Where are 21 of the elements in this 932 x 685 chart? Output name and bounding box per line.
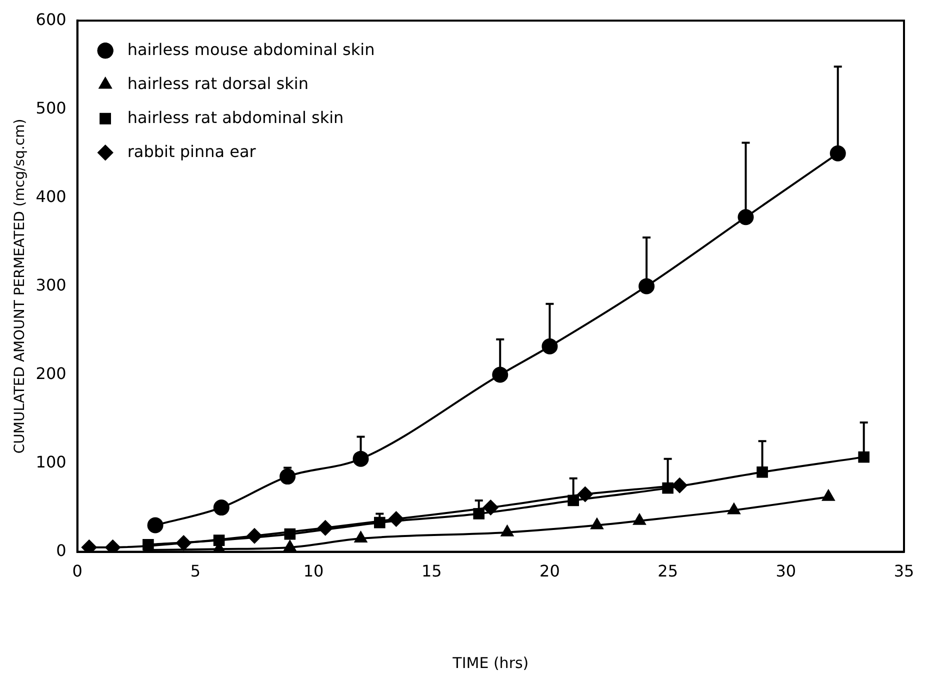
x-tick-label: 25 [658, 562, 678, 581]
y-tick-label: 600 [36, 10, 66, 29]
legend-label: hairless rat abdominal skin [127, 108, 344, 127]
y-axis-title: CUMULATED AMOUNT PERMEATED (mcg/sq.cm) [12, 118, 28, 454]
x-tick-label: 20 [540, 562, 560, 581]
x-axis-title: TIME (hrs) [452, 654, 529, 672]
legend-label: rabbit pinna ear [127, 142, 256, 161]
x-tick-label: 5 [190, 562, 201, 581]
legend-label: hairless mouse abdominal skin [127, 40, 375, 59]
y-tick-label: 400 [36, 186, 66, 206]
x-tick-label: 10 [303, 562, 324, 581]
legend-label: hairless rat dorsal skin [127, 74, 308, 93]
x-tick-label: 30 [776, 562, 796, 581]
y-tick-label: 0 [56, 540, 66, 560]
y-tick-label: 300 [36, 275, 66, 294]
x-tick-label: 35 [894, 562, 914, 581]
y-tick-label: 500 [36, 98, 66, 118]
y-tick-label: 100 [36, 452, 66, 472]
x-tick-label: 0 [72, 562, 82, 581]
x-tick-label: 15 [421, 562, 442, 581]
y-tick-label: 200 [36, 364, 66, 383]
